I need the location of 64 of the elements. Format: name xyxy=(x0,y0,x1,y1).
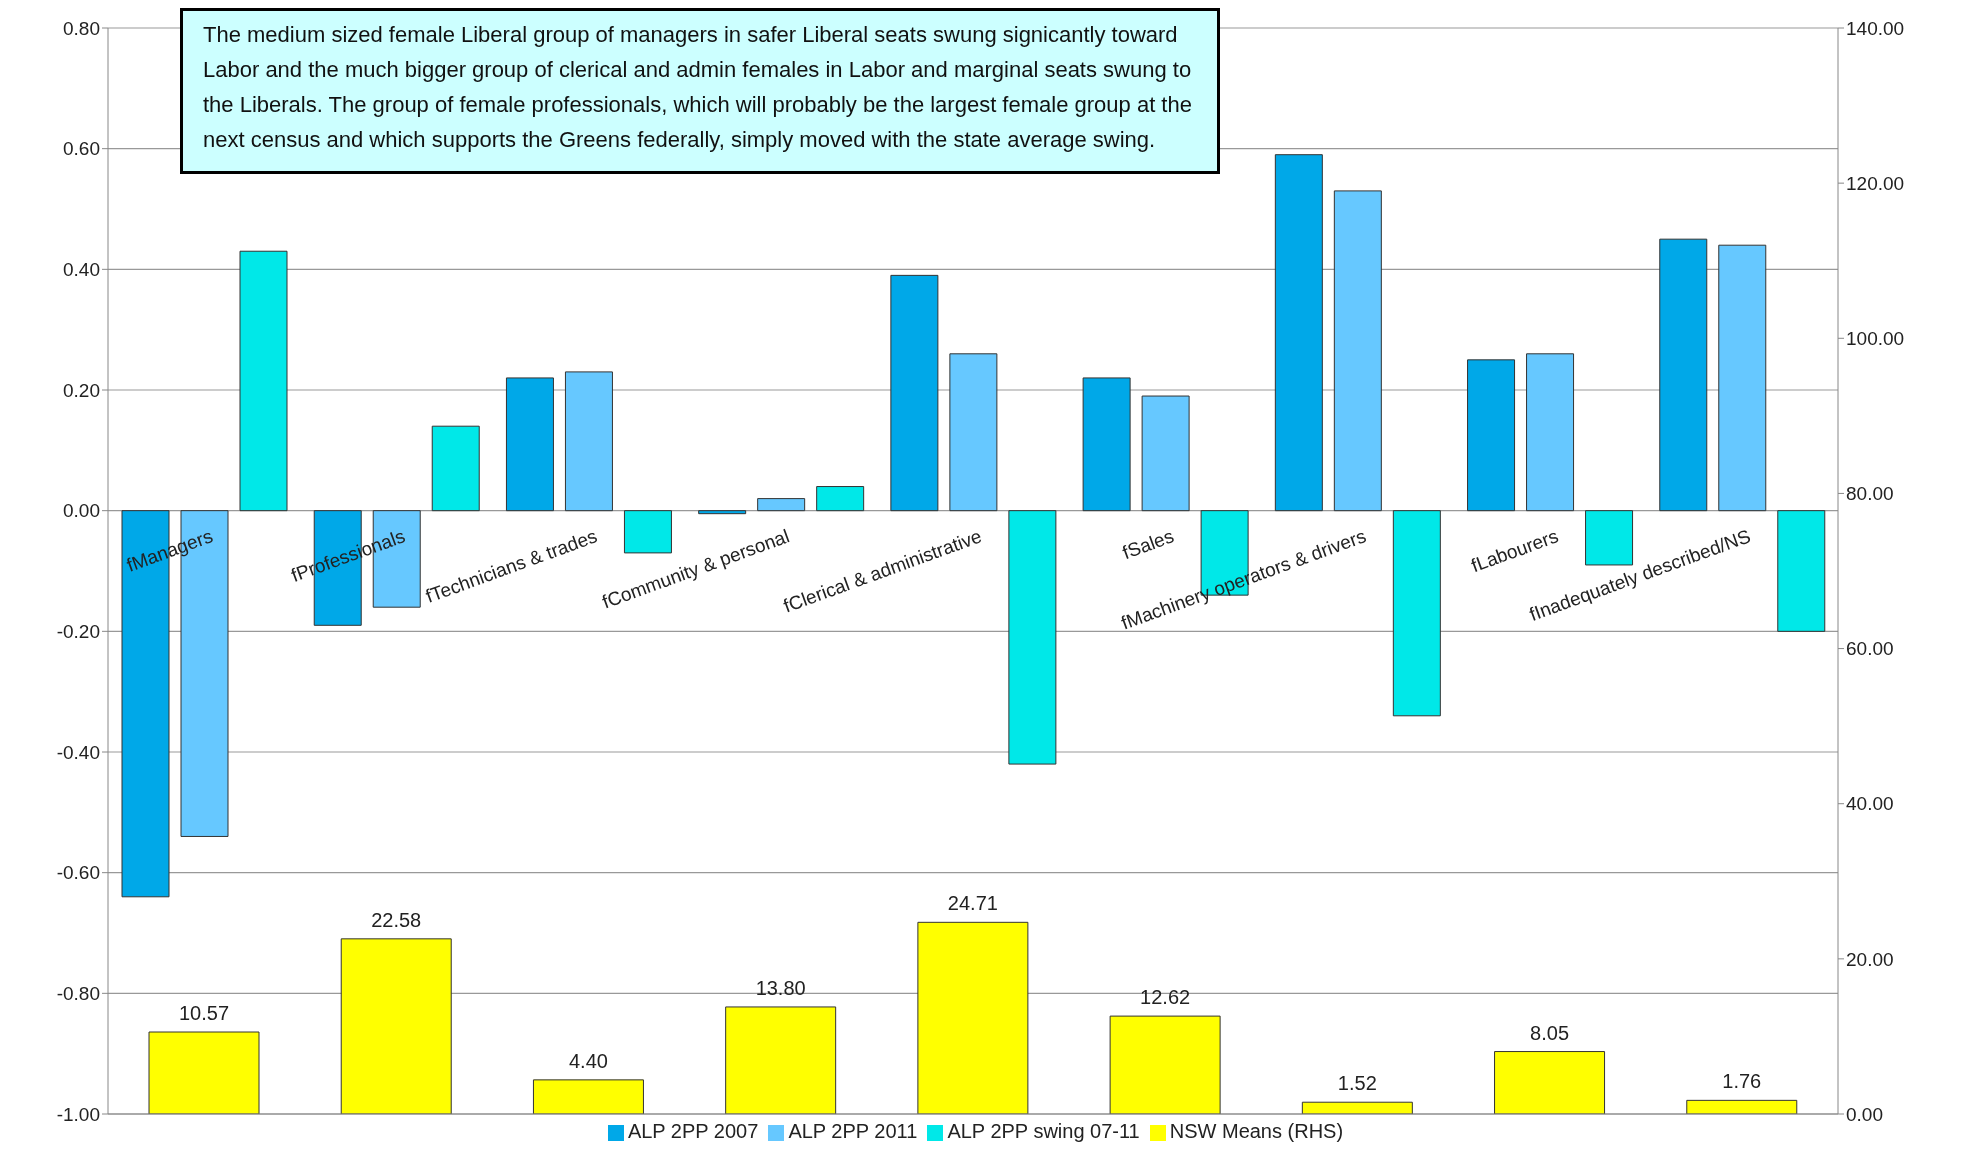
bar xyxy=(1392,510,1441,717)
y-tick-label: -0.60 xyxy=(56,862,100,884)
bar xyxy=(1718,244,1767,512)
data-label: 8.05 xyxy=(1530,1021,1570,1044)
bar xyxy=(757,498,806,512)
legend-label: NSW Means (RHS) xyxy=(1169,1120,1344,1142)
bar xyxy=(890,274,939,512)
bar xyxy=(532,1079,644,1114)
data-label: 10.57 xyxy=(178,1002,230,1025)
y2-tick-label: 120.00 xyxy=(1846,172,1905,194)
bar xyxy=(917,921,1029,1114)
y-tick-label: 0.00 xyxy=(63,500,100,522)
bar xyxy=(1777,510,1826,632)
note-box: The medium sized female Liberal group of managers in safer Liberal seats swung signicantly toward Labor and the much bigger group of clerical and admin females in Labor and marginal seats swung to the Liberals. The group of female professionals, which will probably be the largest female group at the next census and which supports the Greens federally, simply moved with the state average swing. xyxy=(180,8,1220,174)
bar xyxy=(505,377,554,512)
bar xyxy=(1274,154,1323,512)
bar xyxy=(1494,1051,1606,1114)
y-tick-label: -1.00 xyxy=(56,1103,100,1125)
data-label: 12.62 xyxy=(1140,986,1191,1009)
bar xyxy=(623,510,672,554)
bar xyxy=(1467,359,1516,512)
y2-tick-label: 60.00 xyxy=(1846,638,1894,660)
bar xyxy=(1141,395,1190,512)
bar xyxy=(1082,377,1131,512)
legend-label: ALP 2PP 2011 xyxy=(788,1120,918,1142)
y-tick-label: -0.20 xyxy=(56,621,100,643)
bar xyxy=(949,353,998,512)
bar xyxy=(1008,510,1057,765)
data-label: 24.71 xyxy=(947,892,998,915)
y2-tick-label: 40.00 xyxy=(1846,793,1894,815)
y2-tick-label: 100.00 xyxy=(1846,328,1905,350)
bar xyxy=(148,1031,260,1114)
bar xyxy=(1526,353,1575,512)
bar xyxy=(1585,510,1634,566)
bar xyxy=(1333,190,1382,512)
y-tick-label: -0.40 xyxy=(56,741,100,763)
bar xyxy=(816,486,865,512)
bar xyxy=(340,938,452,1114)
bar xyxy=(1659,238,1708,512)
y-tick-label: 0.40 xyxy=(63,259,100,281)
legend-label: ALP 2PP swing 07-11 xyxy=(947,1120,1140,1142)
data-label: 1.76 xyxy=(1722,1070,1762,1093)
bar xyxy=(1301,1101,1413,1114)
y2-tick-label: 140.00 xyxy=(1846,17,1905,39)
data-label: 1.52 xyxy=(1337,1072,1377,1095)
data-label: 4.40 xyxy=(568,1049,608,1072)
bar xyxy=(431,425,480,512)
legend-label: ALP 2PP 2007 xyxy=(627,1120,759,1142)
bar xyxy=(1109,1015,1221,1114)
y2-tick-label: 20.00 xyxy=(1846,948,1894,970)
bar xyxy=(698,510,747,515)
bar xyxy=(564,371,613,512)
bar xyxy=(725,1006,837,1114)
bar xyxy=(239,250,288,512)
data-label: 22.58 xyxy=(371,908,422,931)
y2-tick-label: 80.00 xyxy=(1846,483,1894,505)
y2-tick-label: 0.00 xyxy=(1846,1103,1883,1125)
bar xyxy=(1686,1099,1798,1114)
y-tick-label: 0.60 xyxy=(63,138,100,160)
x-tick-label: fSales xyxy=(1119,525,1177,564)
y-tick-label: -0.80 xyxy=(56,983,100,1005)
y-tick-label: 0.80 xyxy=(63,17,100,39)
data-label: 13.80 xyxy=(755,976,806,999)
y-tick-label: 0.20 xyxy=(63,379,100,401)
